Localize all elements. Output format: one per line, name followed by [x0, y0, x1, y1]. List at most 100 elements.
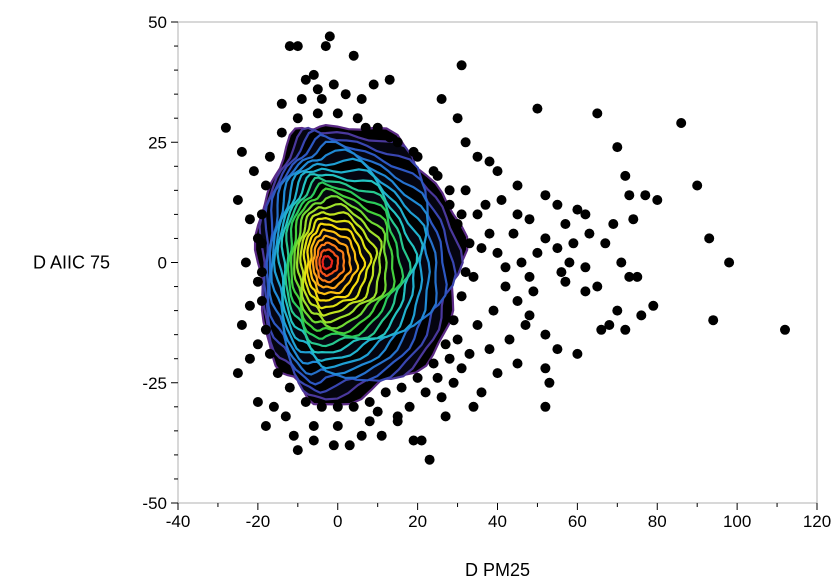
data-point-0-86	[596, 324, 607, 335]
x-tick-label-4: 40	[488, 512, 507, 531]
data-point-0-63	[540, 233, 551, 244]
data-point-0-56	[612, 142, 623, 153]
data-point-0-120	[312, 108, 323, 119]
data-point-0-101	[444, 353, 455, 364]
data-point-0-28	[252, 397, 263, 407]
data-point-0-89	[620, 324, 631, 335]
x-tick-label-6: 80	[648, 512, 667, 531]
data-point-0-26	[232, 368, 243, 379]
data-point-0-36	[364, 416, 375, 427]
x-axis: -40 -20 0 20 40 60 80 100 120	[166, 503, 831, 531]
data-point-0-95	[472, 320, 483, 330]
data-point-0-9	[340, 89, 351, 100]
data-point-0-2	[320, 41, 331, 52]
data-point-0-53	[572, 204, 583, 215]
data-point-0-12	[384, 74, 395, 85]
data-point-0-172	[268, 401, 279, 412]
data-point-0-119	[332, 108, 343, 119]
data-point-0-151	[384, 132, 395, 143]
data-point-0-84	[580, 286, 591, 297]
data-point-0-55	[592, 108, 603, 119]
data-point-0-162	[628, 214, 639, 225]
data-point-0-70	[632, 271, 643, 282]
x-tick-label-8: 120	[803, 512, 831, 531]
data-point-0-94	[540, 401, 551, 412]
data-point-0-150	[408, 146, 419, 157]
data-point-0-0	[284, 41, 295, 52]
data-point-0-48	[512, 180, 523, 191]
data-point-0-97	[492, 368, 503, 379]
data-points	[220, 31, 790, 465]
data-point-0-50	[540, 190, 551, 201]
data-point-0-165	[504, 334, 515, 345]
data-point-0-112	[452, 219, 463, 229]
data-point-0-74	[692, 180, 703, 191]
data-point-0-43	[452, 113, 463, 124]
data-point-0-61	[512, 209, 523, 220]
data-point-0-134	[316, 401, 327, 412]
data-point-0-60	[652, 195, 663, 205]
data-point-0-76	[724, 257, 735, 268]
data-point-0-79	[500, 281, 511, 292]
data-point-0-167	[480, 199, 491, 210]
data-point-0-132	[284, 382, 295, 393]
data-point-0-51	[552, 199, 563, 210]
data-point-0-17	[248, 166, 259, 177]
data-point-0-35	[344, 440, 355, 451]
data-point-0-137	[364, 397, 375, 407]
data-point-0-100	[452, 334, 463, 345]
x-tick-label-0: -40	[166, 512, 191, 531]
data-point-0-147	[456, 209, 467, 220]
data-point-0-24	[236, 320, 247, 330]
x-axis-title: D PM25	[465, 560, 530, 580]
data-point-0-143	[448, 315, 459, 326]
data-point-0-127	[256, 267, 267, 278]
data-point-0-25	[252, 339, 263, 350]
data-point-0-68	[616, 257, 627, 268]
data-point-0-49	[532, 103, 543, 114]
data-point-0-173	[308, 421, 319, 431]
data-point-0-138	[380, 387, 391, 398]
data-point-0-30	[280, 411, 291, 422]
data-point-0-110	[476, 243, 487, 254]
data-point-0-80	[512, 296, 523, 306]
data-point-0-142	[440, 339, 451, 350]
data-point-0-178	[436, 392, 447, 403]
data-point-0-146	[464, 238, 475, 249]
data-point-0-40	[416, 435, 427, 446]
data-point-0-54	[580, 209, 591, 220]
data-point-0-82	[540, 329, 551, 340]
data-point-0-136	[348, 401, 359, 412]
data-point-0-155	[532, 247, 543, 258]
data-point-0-88	[612, 305, 623, 316]
data-point-0-10	[356, 94, 367, 104]
data-point-0-16	[236, 146, 247, 157]
data-point-0-87	[604, 320, 615, 330]
data-point-0-64	[552, 243, 563, 254]
data-point-0-92	[540, 363, 551, 374]
data-point-0-174	[332, 421, 343, 431]
data-point-0-39	[408, 435, 419, 446]
data-point-0-126	[256, 238, 267, 249]
data-point-0-78	[780, 324, 790, 335]
data-point-0-69	[624, 271, 635, 282]
data-point-0-111	[468, 271, 479, 282]
data-point-0-99	[468, 401, 479, 412]
data-point-0-58	[624, 190, 635, 201]
data-point-0-103	[420, 387, 431, 398]
data-point-0-57	[620, 170, 631, 181]
data-point-0-135	[332, 401, 343, 412]
data-point-0-42	[392, 411, 403, 422]
y-axis: -50 -25 0 25 50	[142, 13, 178, 513]
data-point-0-171	[316, 94, 327, 104]
y-tick-label-0: -50	[142, 494, 167, 513]
data-point-0-170	[296, 94, 307, 104]
data-point-0-122	[276, 127, 287, 138]
data-point-0-14	[456, 60, 467, 71]
data-point-0-163	[556, 267, 567, 278]
y-axis-title: D AIIC 75	[33, 253, 110, 273]
data-point-0-71	[636, 310, 647, 321]
data-point-0-113	[444, 199, 455, 210]
data-point-0-108	[492, 247, 503, 258]
